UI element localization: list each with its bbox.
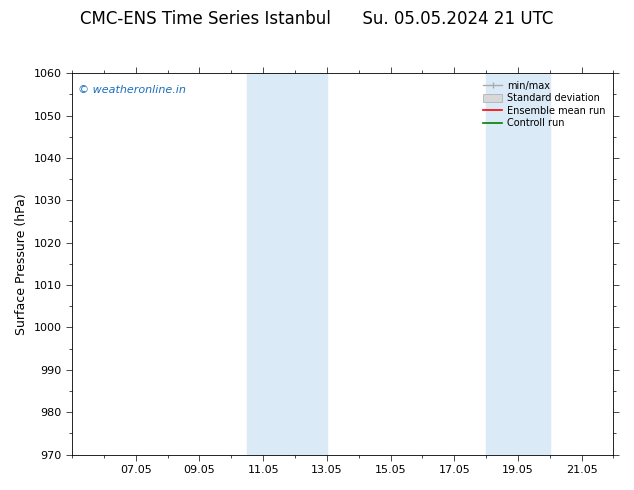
Bar <box>247 73 327 455</box>
Y-axis label: Surface Pressure (hPa): Surface Pressure (hPa) <box>15 193 28 335</box>
Text: CMC-ENS Time Series Istanbul      Su. 05.05.2024 21 UTC: CMC-ENS Time Series Istanbul Su. 05.05.2… <box>81 10 553 28</box>
Legend: min/max, Standard deviation, Ensemble mean run, Controll run: min/max, Standard deviation, Ensemble me… <box>480 78 609 131</box>
Bar <box>486 73 550 455</box>
Text: © weatheronline.in: © weatheronline.in <box>77 85 185 95</box>
